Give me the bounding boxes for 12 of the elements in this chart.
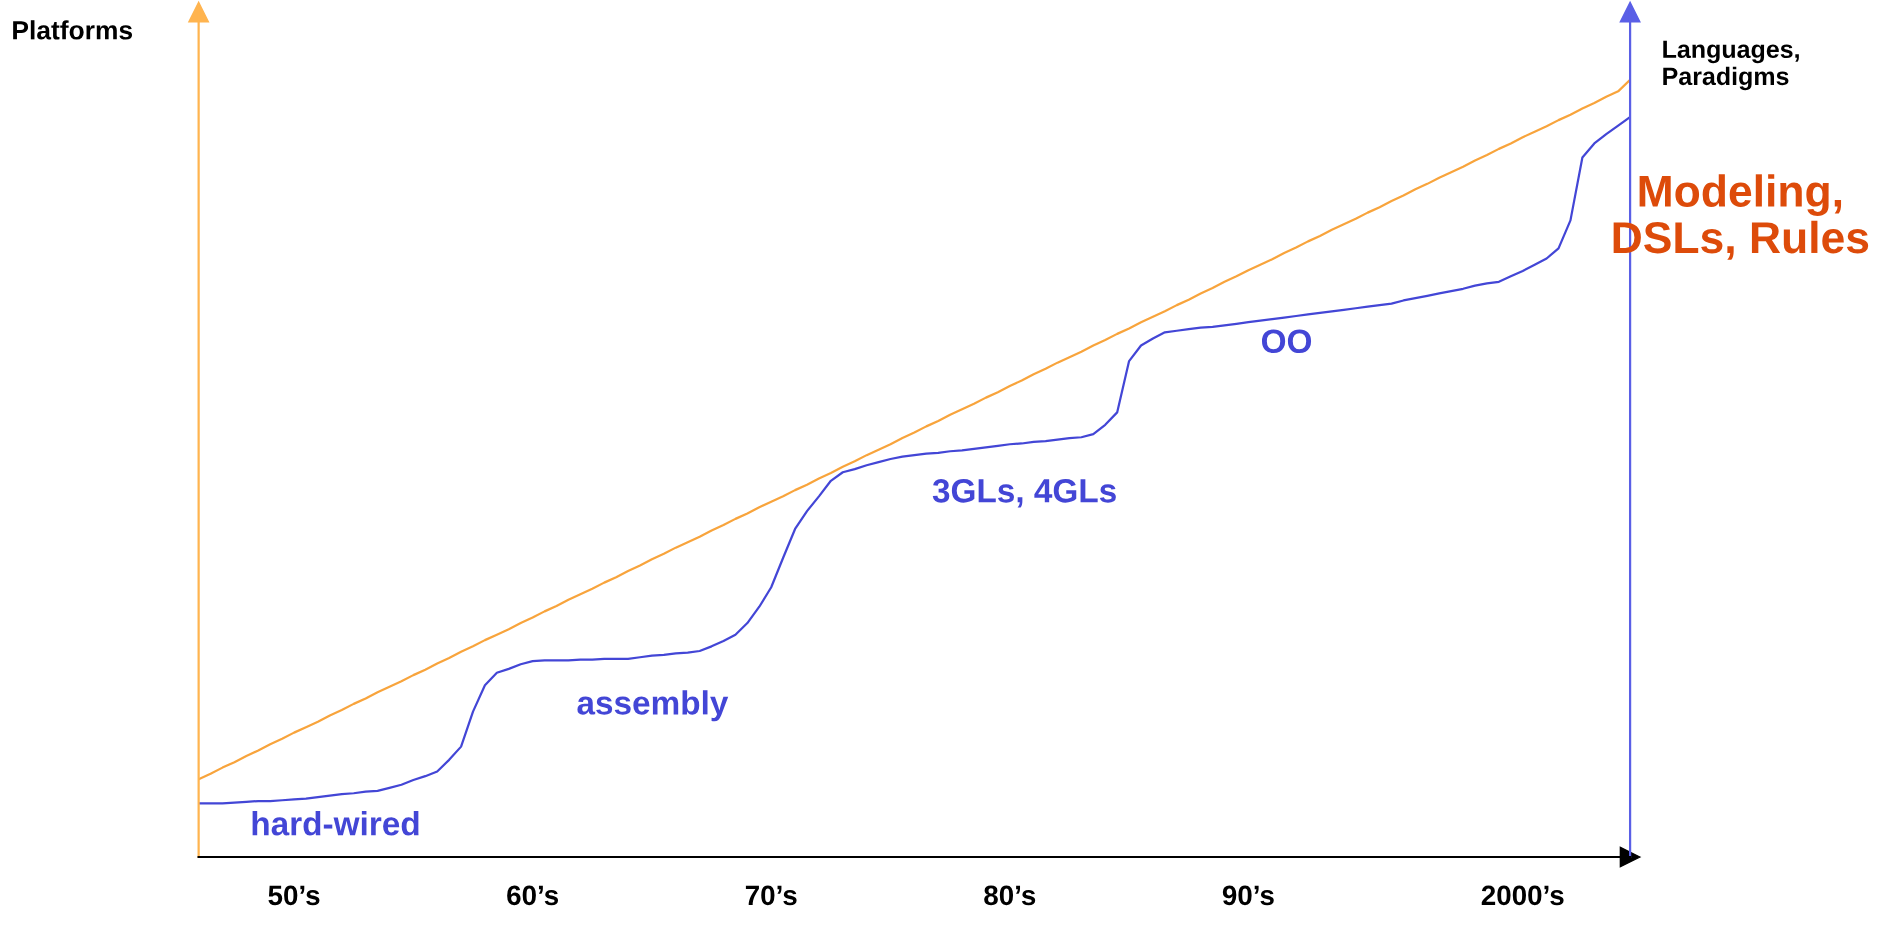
x-tick-label: 60’s <box>507 885 559 906</box>
y2-axis-title: Languages, Paradigms <box>1663 40 1799 91</box>
annotation: hard-wired <box>252 811 419 836</box>
x-tick-label: 80’s <box>984 885 1036 906</box>
x-tick-label: 2000’s <box>1481 885 1564 906</box>
x-tick-label: 70’s <box>745 885 797 906</box>
annotation: OO <box>1261 329 1312 354</box>
y-axis-title: Platforms <box>13 20 133 40</box>
annotation: assembly <box>577 690 729 722</box>
x-tick-label: 90’s <box>1222 885 1274 906</box>
annotation: 3GLs, 4GLs <box>932 479 1116 508</box>
x-tick-label: 50’s <box>268 885 320 906</box>
